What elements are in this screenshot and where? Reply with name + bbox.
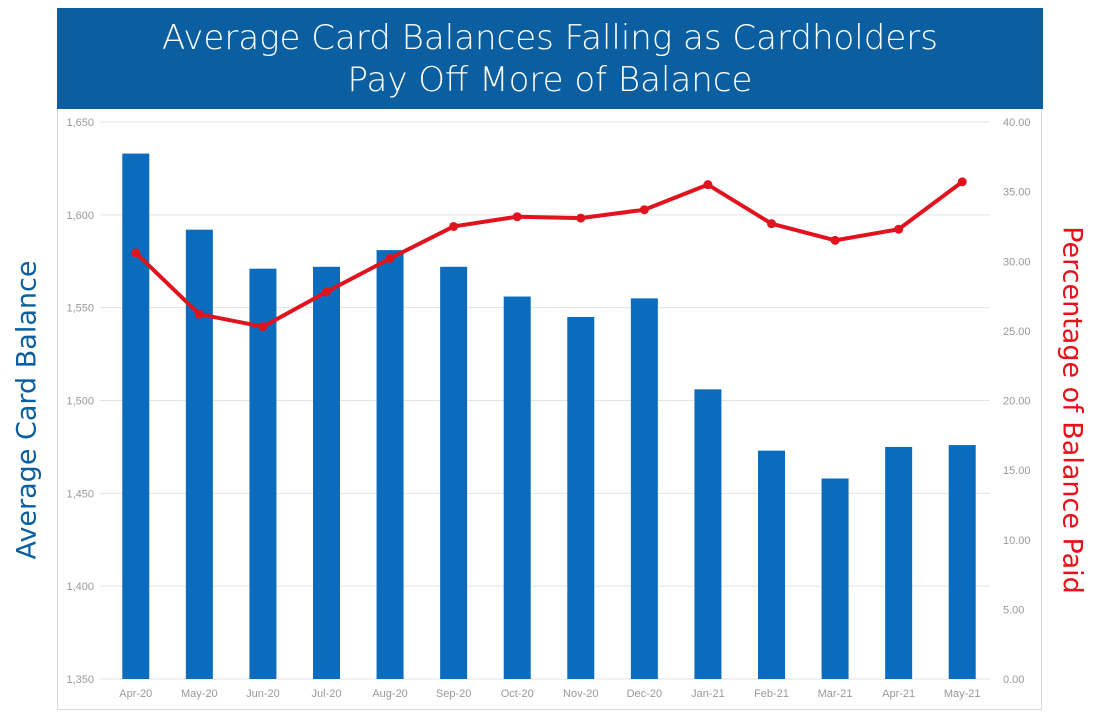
bar	[503, 296, 531, 679]
chart-frame	[57, 109, 1042, 710]
x-tick-label: Nov-20	[563, 688, 598, 700]
x-tick-label: Apr-20	[119, 688, 152, 700]
line-point	[385, 253, 395, 263]
bar	[821, 478, 849, 679]
x-tick-label: Oct-20	[501, 688, 534, 700]
bar	[948, 445, 976, 679]
y-tick-label: 1,500	[66, 396, 94, 408]
x-tick-label: Jan-21	[691, 688, 725, 700]
x-tick-label: Dec-20	[627, 688, 662, 700]
chart-title: Average Card Balances Falling as Cardhol…	[57, 8, 1043, 109]
y2-tick-label: 0.00	[1003, 674, 1024, 686]
y-tick-label: 1,600	[66, 210, 94, 222]
line-series	[134, 180, 964, 329]
line-point	[194, 309, 204, 319]
x-tick-label: May-20	[181, 688, 218, 700]
line-point	[703, 180, 713, 190]
line-point	[512, 212, 522, 222]
line-point	[957, 177, 967, 187]
x-tick-label: Sep-20	[436, 688, 471, 700]
y-tick-label: 1,450	[66, 488, 94, 500]
x-tick-label: Feb-21	[754, 688, 789, 700]
x-tick-label: Mar-21	[818, 688, 853, 700]
line-point	[767, 219, 776, 229]
line-point	[639, 205, 649, 215]
title-line-1: Average Card Balances Falling as Cardhol…	[162, 17, 938, 58]
bar	[249, 268, 277, 679]
x-tick-label: Apr-21	[882, 688, 915, 700]
line-point	[258, 322, 268, 332]
bar	[694, 389, 722, 679]
y2-tick-label: 20.00	[1003, 396, 1031, 408]
bar	[567, 316, 595, 679]
x-tick-label: Jul-20	[312, 688, 342, 700]
y2-tick-label: 10.00	[1003, 535, 1031, 547]
x-tick-label: Jun-20	[246, 688, 280, 700]
y2-tick-label: 40.00	[1003, 117, 1031, 129]
y-tick-label: 1,650	[66, 117, 94, 129]
bar	[885, 446, 913, 679]
line-point	[894, 224, 904, 234]
y-tick-label: 1,550	[66, 303, 94, 315]
bar	[122, 153, 150, 679]
bar	[185, 229, 213, 680]
y-tick-label: 1,350	[66, 674, 94, 686]
y2-tick-label: 5.00	[1003, 604, 1024, 616]
x-tick-label: Aug-20	[372, 688, 407, 700]
bar	[630, 298, 658, 679]
y2-tick-label: 30.00	[1003, 256, 1031, 268]
line-point	[576, 213, 586, 223]
y2-tick-label: 15.00	[1003, 465, 1031, 477]
line-point	[131, 248, 141, 258]
y2-tick-label: 35.00	[1003, 187, 1031, 199]
bar	[376, 250, 404, 680]
title-line-2: Pay Off More of Balance	[347, 59, 753, 100]
bar	[758, 450, 785, 679]
bar	[440, 266, 468, 679]
y2-tick-label: 25.00	[1003, 326, 1031, 338]
bar	[313, 266, 340, 679]
line-point	[449, 221, 459, 231]
y-tick-label: 1,400	[66, 581, 94, 593]
x-tick-label: May-21	[944, 688, 981, 700]
line-point	[830, 235, 840, 245]
line-point	[322, 287, 331, 297]
